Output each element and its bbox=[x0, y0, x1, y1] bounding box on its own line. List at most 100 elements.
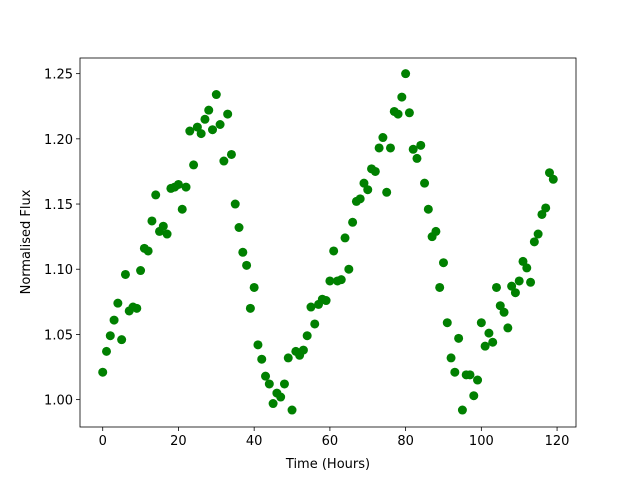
point bbox=[181, 182, 191, 192]
point bbox=[382, 187, 392, 197]
point bbox=[363, 185, 373, 195]
point bbox=[196, 129, 206, 139]
point bbox=[370, 166, 380, 176]
point bbox=[438, 258, 448, 268]
point bbox=[548, 174, 558, 184]
point bbox=[374, 143, 384, 153]
point bbox=[173, 179, 183, 189]
point bbox=[473, 375, 483, 385]
point bbox=[544, 168, 554, 178]
point bbox=[120, 269, 130, 279]
point bbox=[261, 371, 271, 381]
point bbox=[204, 105, 214, 115]
x-tick-label: 60 bbox=[322, 434, 339, 449]
y-tick-label: 1.05 bbox=[44, 328, 73, 343]
point bbox=[507, 281, 517, 291]
point bbox=[310, 319, 320, 329]
point bbox=[257, 354, 267, 364]
point bbox=[450, 367, 460, 377]
y-tick-label: 1.20 bbox=[44, 133, 73, 148]
point bbox=[192, 122, 202, 132]
y-tick-label: 1.10 bbox=[44, 263, 73, 278]
point bbox=[408, 144, 418, 154]
point bbox=[264, 379, 274, 389]
point bbox=[132, 303, 142, 313]
x-tick-label: 120 bbox=[545, 434, 570, 449]
point bbox=[385, 143, 395, 153]
point bbox=[393, 109, 403, 119]
point bbox=[98, 367, 108, 377]
point bbox=[336, 275, 346, 285]
x-tick-label: 80 bbox=[397, 434, 414, 449]
point bbox=[162, 229, 172, 239]
point bbox=[117, 335, 127, 345]
point bbox=[412, 153, 422, 163]
point bbox=[113, 298, 123, 308]
x-tick-label: 20 bbox=[170, 434, 187, 449]
point bbox=[491, 282, 501, 292]
point bbox=[329, 246, 339, 256]
point bbox=[378, 133, 388, 143]
point bbox=[321, 296, 331, 306]
point bbox=[510, 288, 520, 298]
point bbox=[503, 323, 513, 333]
point bbox=[488, 337, 498, 347]
y-tick-label: 1.15 bbox=[44, 198, 73, 213]
point bbox=[287, 405, 297, 415]
point bbox=[397, 92, 407, 102]
point bbox=[136, 266, 146, 276]
point bbox=[276, 392, 286, 402]
point bbox=[340, 233, 350, 243]
point bbox=[306, 302, 316, 312]
point bbox=[226, 149, 236, 159]
point bbox=[454, 333, 464, 343]
y-axis-label: Normalised Flux bbox=[19, 189, 34, 294]
point bbox=[211, 90, 221, 100]
point bbox=[105, 331, 115, 341]
x-axis-label: Time (Hours) bbox=[285, 457, 370, 472]
point bbox=[442, 318, 452, 328]
point bbox=[245, 303, 255, 313]
x-tick-label: 100 bbox=[469, 434, 494, 449]
point bbox=[177, 204, 187, 214]
point bbox=[215, 119, 225, 129]
axes-frame bbox=[79, 57, 577, 428]
point bbox=[465, 370, 475, 380]
point bbox=[102, 346, 112, 356]
point bbox=[499, 307, 509, 317]
point bbox=[359, 178, 369, 188]
point bbox=[522, 263, 532, 273]
point bbox=[302, 331, 312, 341]
point bbox=[268, 399, 278, 409]
point bbox=[431, 226, 441, 236]
point bbox=[283, 353, 293, 363]
point bbox=[518, 256, 528, 266]
point bbox=[208, 125, 218, 135]
point bbox=[147, 216, 157, 226]
point bbox=[526, 277, 536, 287]
point bbox=[416, 140, 426, 150]
point bbox=[325, 276, 335, 286]
point bbox=[537, 209, 547, 219]
x-tick-label: 0 bbox=[99, 434, 107, 449]
point bbox=[109, 315, 119, 325]
point bbox=[253, 340, 263, 350]
point bbox=[230, 199, 240, 209]
point bbox=[514, 276, 524, 286]
point bbox=[344, 264, 354, 274]
point bbox=[234, 223, 244, 233]
point bbox=[541, 203, 551, 213]
point bbox=[423, 204, 433, 214]
point bbox=[143, 246, 153, 256]
point bbox=[404, 108, 414, 118]
y-tick-label: 1.25 bbox=[44, 68, 73, 83]
point bbox=[435, 282, 445, 292]
point bbox=[249, 282, 259, 292]
point bbox=[158, 221, 168, 231]
point bbox=[469, 391, 479, 401]
point bbox=[242, 260, 252, 270]
point bbox=[529, 237, 539, 247]
point bbox=[476, 318, 486, 328]
point bbox=[223, 109, 233, 119]
